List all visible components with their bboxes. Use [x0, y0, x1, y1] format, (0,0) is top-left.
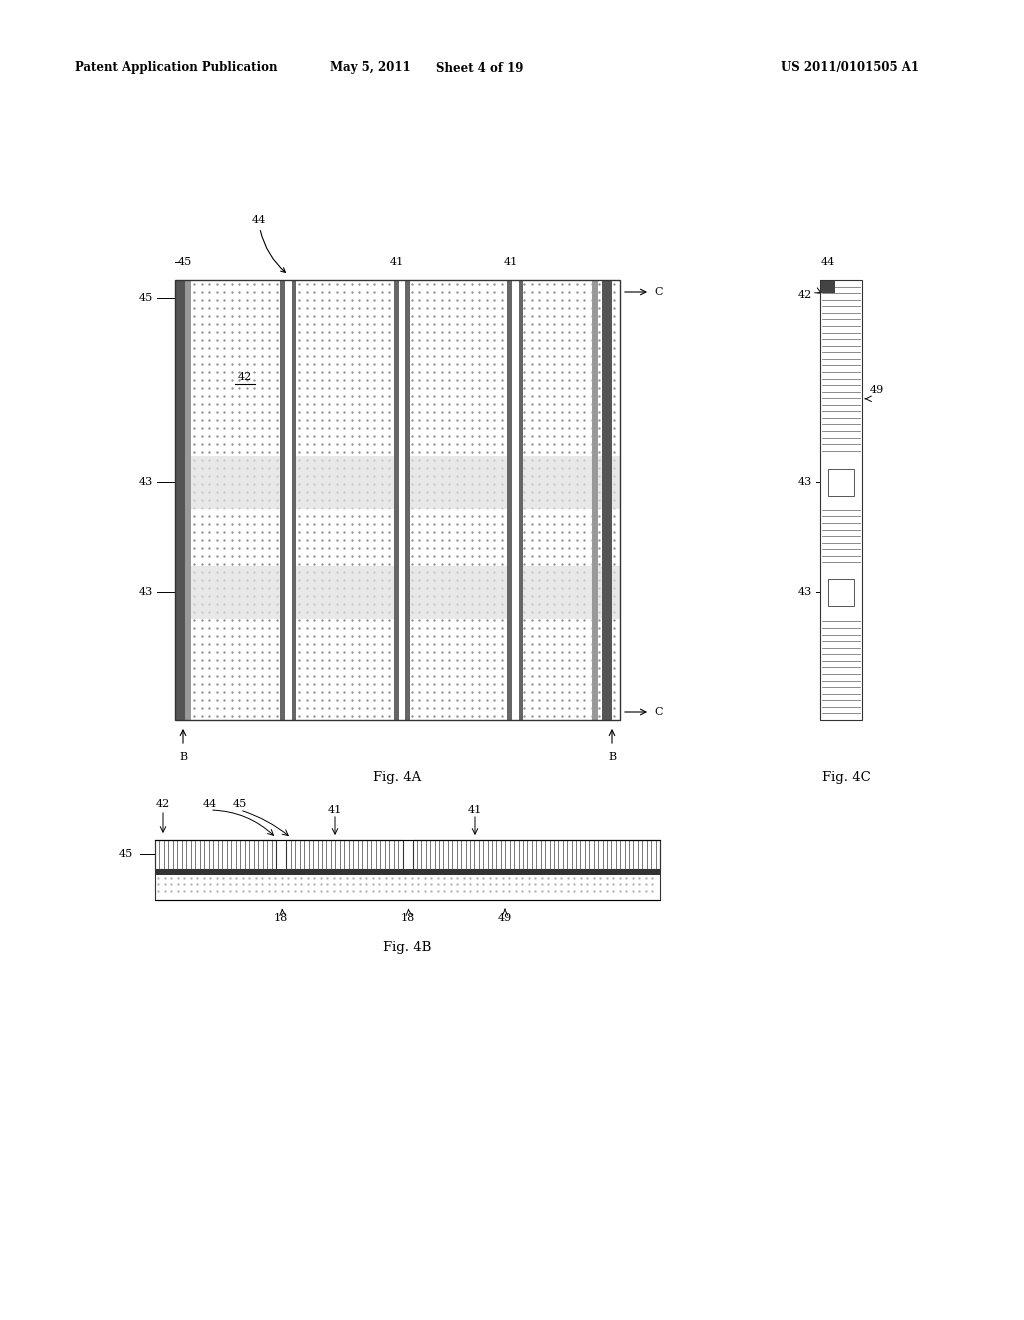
- Bar: [155, 840, 660, 900]
- Text: 45: 45: [232, 799, 247, 809]
- Text: 18: 18: [274, 913, 289, 923]
- Bar: [820, 280, 835, 293]
- Text: Fig. 4A: Fig. 4A: [374, 771, 422, 784]
- Text: 44: 44: [251, 215, 286, 272]
- Bar: [518, 280, 523, 719]
- Text: 44: 44: [820, 257, 835, 267]
- Text: 42: 42: [798, 290, 812, 300]
- Text: May 5, 2011: May 5, 2011: [330, 62, 411, 74]
- Bar: [512, 280, 518, 719]
- Bar: [287, 840, 402, 869]
- Text: 42: 42: [238, 372, 252, 381]
- Text: 43: 43: [138, 478, 153, 487]
- Text: 18: 18: [400, 913, 415, 923]
- Bar: [602, 280, 612, 719]
- Text: 41: 41: [468, 805, 482, 814]
- Bar: [155, 840, 276, 869]
- Bar: [175, 566, 620, 619]
- Text: 43: 43: [798, 478, 812, 487]
- Text: 41: 41: [328, 805, 342, 814]
- Text: US 2011/0101505 A1: US 2011/0101505 A1: [781, 62, 919, 74]
- Text: 41: 41: [504, 257, 517, 267]
- Text: 43: 43: [798, 587, 812, 598]
- Bar: [394, 280, 398, 719]
- Bar: [828, 579, 854, 606]
- Bar: [406, 280, 410, 719]
- Bar: [175, 280, 620, 719]
- Bar: [508, 280, 512, 719]
- Bar: [185, 280, 191, 719]
- Text: Fig. 4B: Fig. 4B: [383, 941, 432, 954]
- Bar: [155, 869, 660, 875]
- Text: B: B: [179, 752, 187, 762]
- Bar: [175, 280, 620, 719]
- Text: 49: 49: [870, 385, 885, 395]
- Bar: [592, 280, 598, 719]
- Text: 43: 43: [138, 587, 153, 598]
- Text: B: B: [608, 752, 616, 762]
- Bar: [155, 840, 276, 869]
- Text: 45: 45: [178, 257, 193, 267]
- Text: Fig. 4C: Fig. 4C: [821, 771, 870, 784]
- Bar: [820, 566, 862, 619]
- Bar: [820, 455, 862, 508]
- Text: C: C: [654, 708, 663, 717]
- Bar: [175, 455, 620, 508]
- Bar: [398, 280, 406, 719]
- Text: 45: 45: [138, 293, 153, 304]
- Bar: [292, 280, 297, 719]
- Text: 45: 45: [119, 849, 133, 859]
- Bar: [286, 280, 292, 719]
- Text: Patent Application Publication: Patent Application Publication: [75, 62, 278, 74]
- Bar: [287, 840, 402, 869]
- Text: Sheet 4 of 19: Sheet 4 of 19: [436, 62, 523, 74]
- Text: C: C: [654, 286, 663, 297]
- Bar: [828, 469, 854, 495]
- Bar: [820, 280, 862, 719]
- Text: 42: 42: [156, 799, 170, 809]
- Text: 41: 41: [390, 257, 404, 267]
- Bar: [281, 280, 286, 719]
- Bar: [175, 280, 185, 719]
- Bar: [413, 840, 660, 869]
- Bar: [820, 280, 862, 719]
- Text: 49: 49: [498, 913, 512, 923]
- Text: 44: 44: [203, 799, 217, 809]
- Bar: [413, 840, 660, 869]
